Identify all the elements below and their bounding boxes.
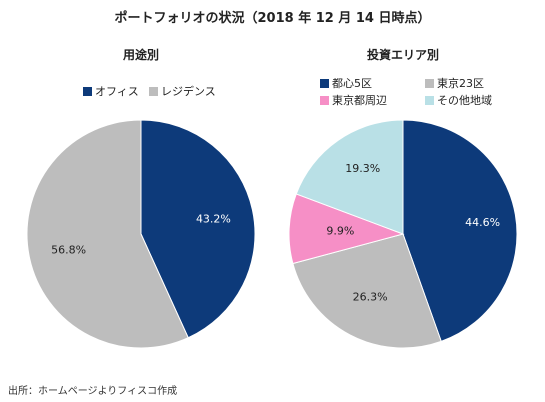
legend-swatch-central5 <box>320 78 329 88</box>
legend-label-tokyo23: 東京23区 <box>437 77 484 90</box>
slice-other <box>295 119 404 235</box>
legend-swatch-other <box>425 95 434 105</box>
page-title: ポートフォリオの状況（2018 年 12 月 14 日時点） <box>114 11 431 26</box>
legend-swatch-residence <box>149 86 158 96</box>
slice-other-label: 19.3% <box>345 162 380 175</box>
slice-central5-label: 44.6% <box>465 216 500 229</box>
legend-label-tokyo-suburbs: 東京都周辺 <box>332 94 387 107</box>
slice-office <box>140 119 256 339</box>
legend-item-tokyo-suburbs: 東京都周辺 <box>320 92 387 108</box>
legend-item-residence: レジデンス <box>149 83 216 99</box>
legend-swatch-tokyo23 <box>425 78 434 88</box>
slice-residence <box>26 119 189 349</box>
legend-item-other: その他地域 <box>425 92 492 108</box>
chart-title-usage: 用途別 <box>122 48 159 62</box>
legend-item-central5: 都心5区 <box>320 75 372 91</box>
legend-swatch-office <box>83 86 92 96</box>
slice-tokyo23 <box>292 233 442 349</box>
legend-label-office: オフィス <box>95 85 139 98</box>
slice-tokyo-suburbs-label: 9.9% <box>326 225 354 238</box>
source-note: 出所：ホームページよりフィスコ作成 <box>8 386 178 397</box>
legend-label-other: その他地域 <box>437 94 492 107</box>
legend-item-tokyo23: 東京23区 <box>425 75 484 91</box>
chart-title-area: 投資エリア別 <box>366 48 439 62</box>
legend-item-office: オフィス <box>83 83 139 99</box>
legend-label-residence: レジデンス <box>161 85 216 98</box>
slice-tokyo23-label: 26.3% <box>353 291 388 304</box>
slice-office-label: 43.2% <box>196 212 231 225</box>
legend-swatch-tokyo-suburbs <box>320 95 329 105</box>
slice-central5 <box>402 119 518 343</box>
slice-residence-label: 56.8% <box>51 244 86 257</box>
legend-label-central5: 都心5区 <box>332 77 372 90</box>
